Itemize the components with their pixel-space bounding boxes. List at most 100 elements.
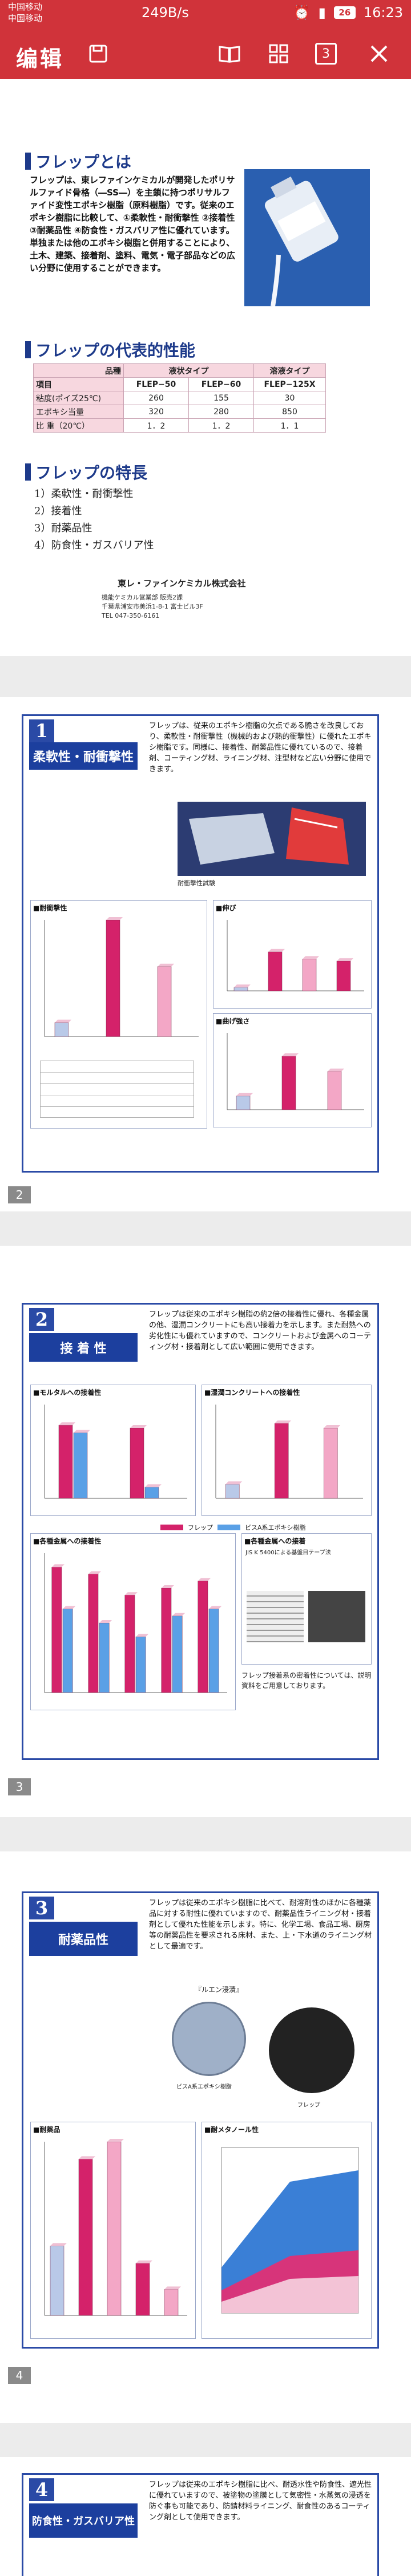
section-heading-about: フレップとは bbox=[25, 150, 131, 173]
table-cell: 1．1 bbox=[253, 418, 326, 433]
table-row-label: 比 重（20℃） bbox=[33, 418, 124, 433]
table-row: 粘度(ポイズ25℃) 260 155 30 bbox=[33, 391, 326, 405]
chart-title: ■耐メタノール性 bbox=[204, 2126, 259, 2134]
table-product-header: FLEP−125X bbox=[253, 377, 326, 391]
bar-top bbox=[198, 1578, 211, 1581]
chart-panel-flexural: ■曲げ強さ bbox=[213, 1013, 372, 1127]
table-cell: 320 bbox=[123, 405, 189, 419]
bar bbox=[58, 1425, 73, 1499]
section-description: フレップは、従来のエポキシ樹脂の欠点である脆さを改良しており、柔軟性・耐衝撃性（… bbox=[149, 722, 372, 774]
wet-concrete-chart bbox=[215, 1405, 363, 1499]
legend-label: ビスA系エポキシ樹脂 bbox=[245, 1524, 306, 1531]
chart-title: ■各種金属への接着性 bbox=[33, 1537, 102, 1545]
table-cell: 1．2 bbox=[188, 418, 254, 433]
section-number: 1 bbox=[29, 719, 54, 742]
bar-top bbox=[79, 2156, 95, 2159]
bar-top bbox=[74, 1430, 90, 1433]
section-number: 2 bbox=[29, 1308, 54, 1331]
bar bbox=[336, 961, 351, 991]
bar bbox=[88, 1574, 99, 1693]
bar bbox=[50, 2246, 65, 2316]
section-description: フレップは従来のエポキシ樹脂の約2倍の接着性に優れ、各種金属の他、湿潤コンクリー… bbox=[149, 1310, 372, 1351]
table-group-header: 品種 bbox=[33, 363, 124, 378]
bar bbox=[302, 958, 317, 991]
bar-top bbox=[99, 1620, 112, 1623]
feature-item: 3）耐薬品性 bbox=[34, 522, 92, 534]
product-image bbox=[244, 169, 370, 306]
bar bbox=[99, 1622, 110, 1693]
page-5: 4 防食性・ガスバリア性 フレップは従来のエポキシ樹脂に比べ、耐透水性や防食性、… bbox=[0, 2457, 411, 2576]
page-separator bbox=[0, 656, 411, 697]
chart-title: ■耐薬品 bbox=[33, 2126, 61, 2134]
impact-test-photo bbox=[178, 802, 366, 876]
editor-toolbar: 编辑 3 bbox=[0, 29, 411, 79]
carrier-1: 中国移动 bbox=[8, 2, 43, 12]
page-3: 2 接 着 性 フレップは従来のエポキシ樹脂の約2倍の接着性に優れ、各種金属の他… bbox=[0, 1246, 411, 1817]
bar bbox=[236, 1095, 251, 1110]
bar bbox=[281, 1055, 296, 1110]
photo-label: フレップ bbox=[297, 2102, 320, 2109]
table-row-label: エポキシ当量 bbox=[33, 405, 124, 419]
table-cell: 280 bbox=[188, 405, 254, 419]
bar bbox=[62, 1609, 73, 1693]
alarm-icon: ⏰ bbox=[293, 5, 311, 21]
contact-line: 千葉県浦安市美浜1-8-1 富士ビル3F bbox=[102, 603, 203, 610]
signal-icon: ▮ bbox=[318, 5, 326, 21]
section-banner: 耐薬品性 bbox=[29, 1922, 138, 1956]
battery-icon: 26 bbox=[333, 6, 356, 19]
bar bbox=[157, 966, 172, 1037]
table-row: 比 重（20℃） 1．2 1．2 1．1 bbox=[33, 418, 326, 433]
clock: 16:23 bbox=[363, 5, 403, 21]
bar bbox=[323, 1427, 338, 1499]
bar bbox=[274, 1423, 289, 1499]
bar-top bbox=[209, 1606, 222, 1609]
chart-panel-crosshatch: ■各種金属への接着 JIS K 5400による基盤目テープ法 bbox=[241, 1533, 372, 1665]
performance-table: 品種 液状タイプ 溶液タイプ 項目 FLEP−50 FLEP−60 FLEP−1… bbox=[33, 363, 326, 433]
chart-panel-metals: ■各種金属への接着性 bbox=[30, 1533, 236, 1710]
page-separator bbox=[0, 1817, 411, 1851]
section-frame: 1 柔軟性・耐衝撃性 フレップは、従来のエポキシ樹脂の欠点である脆さを改良してお… bbox=[22, 714, 379, 1173]
feature-item: 2）接着性 bbox=[34, 505, 82, 517]
chart-panel-mortar: ■モルタルへの接着性 bbox=[30, 1385, 196, 1516]
bar bbox=[144, 1487, 159, 1499]
bar-top bbox=[50, 2243, 67, 2246]
page-number: 2 bbox=[8, 1186, 31, 1203]
chart-panel-chemical: ■耐薬品 bbox=[30, 2122, 196, 2339]
page-2: 1 柔軟性・耐衝撃性 フレップは、従来のエポキシ樹脂の欠点である脆さを改良してお… bbox=[0, 697, 411, 1211]
bar-top bbox=[145, 1484, 162, 1487]
table-cell: 30 bbox=[253, 391, 326, 405]
bar-top bbox=[275, 1420, 292, 1423]
feature-item: 4）防食性・ガスバリア性 bbox=[34, 539, 154, 551]
table-product-header: FLEP−50 bbox=[123, 377, 189, 391]
tab-count-button[interactable]: 3 bbox=[315, 43, 337, 65]
table-product-header: FLEP−60 bbox=[188, 377, 254, 391]
carrier-label: 中国移动 中国移动 bbox=[8, 1, 42, 24]
section-frame: 4 防食性・ガスバリア性 フレップは従来のエポキシ樹脂に比べ、耐透水性や防食性、… bbox=[22, 2473, 379, 2576]
save-icon[interactable] bbox=[86, 41, 111, 66]
book-icon[interactable] bbox=[217, 41, 242, 66]
bar bbox=[164, 2289, 179, 2316]
bar bbox=[106, 919, 120, 1037]
bar bbox=[73, 1432, 88, 1499]
impact-chart bbox=[44, 917, 199, 1037]
close-icon[interactable] bbox=[366, 41, 392, 66]
contact-line: TEL 047-350-6161 bbox=[102, 612, 160, 619]
grid-icon[interactable] bbox=[266, 41, 291, 66]
chart-title: ■各種金属への接着 bbox=[244, 1537, 306, 1545]
chart-title: ■耐衝撃性 bbox=[33, 904, 67, 912]
section-frame: 2 接 着 性 フレップは従来のエポキシ樹脂の約2倍の接着性に優れ、各種金属の他… bbox=[22, 1303, 379, 1760]
bar-top bbox=[107, 2139, 124, 2142]
bar bbox=[327, 1071, 342, 1110]
contact-line: 機能ケミカル営業部 販売2課 bbox=[102, 594, 183, 601]
bar-top bbox=[164, 2286, 181, 2290]
page-4: 3 耐薬品性 フレップは従来のエポキシ樹脂に比べて、耐溶剤性のほかに各種薬品に対… bbox=[0, 1851, 411, 2423]
bar bbox=[130, 1427, 144, 1499]
page-number: 3 bbox=[8, 1778, 31, 1795]
chemical-chart bbox=[44, 2139, 187, 2316]
company-contact: 機能ケミカル営業部 販売2課 千葉県浦安市美浜1-8-1 富士ビル3F TEL … bbox=[102, 593, 203, 621]
about-text: フレップは、東レファインケミカルが開発したポリサルファイド骨格（―SS―）を主鎖… bbox=[30, 175, 236, 273]
section-banner: 接 着 性 bbox=[29, 1333, 138, 1362]
bar-top bbox=[158, 963, 174, 967]
legend-swatch-flep bbox=[160, 1525, 183, 1530]
bar-top bbox=[268, 949, 285, 952]
